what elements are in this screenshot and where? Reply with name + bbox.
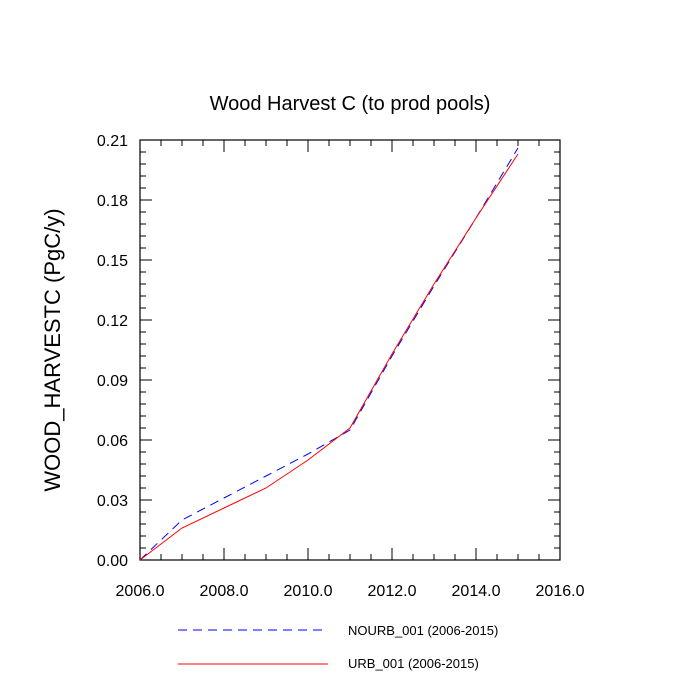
y-tick-label: 0.00 [97, 553, 128, 570]
x-tick-label: 2006.0 [116, 583, 165, 600]
x-tick-label: 2016.0 [536, 583, 585, 600]
x-tick-label: 2008.0 [200, 583, 249, 600]
y-axis-label: WOOD_HARVESTC (PgC/y) [40, 208, 65, 491]
x-tick-label: 2012.0 [368, 583, 417, 600]
x-tick-labels: 2006.0 2008.0 2010.0 2012.0 2014.0 2016.0 [116, 583, 585, 600]
axis-ticks [139, 139, 561, 561]
y-tick-label: 0.06 [97, 433, 128, 450]
legend-label-urb: URB_001 (2006-2015) [348, 656, 479, 671]
y-tick-label: 0.03 [97, 493, 128, 510]
x-tick-label: 2014.0 [452, 583, 501, 600]
series-lines [139, 147, 519, 561]
y-tick-label: 0.15 [97, 253, 128, 270]
x-tick-label: 2010.0 [284, 583, 333, 600]
series-line-nourb [139, 147, 519, 561]
y-tick-label: 0.09 [97, 373, 128, 390]
chart-title: Wood Harvest C (to prod pools) [210, 93, 491, 115]
series-line-urb [139, 153, 519, 561]
y-tick-labels: 0.00 0.03 0.06 0.09 0.12 0.15 0.18 0.21 [97, 133, 128, 570]
y-tick-label: 0.12 [97, 313, 128, 330]
y-tick-label: 0.21 [97, 133, 128, 150]
plot-frame [139, 139, 561, 561]
legend-label-nourb: NOURB_001 (2006-2015) [348, 623, 498, 638]
legend: NOURB_001 (2006-2015) URB_001 (2006-2015… [178, 623, 498, 671]
y-tick-label: 0.18 [97, 193, 128, 210]
